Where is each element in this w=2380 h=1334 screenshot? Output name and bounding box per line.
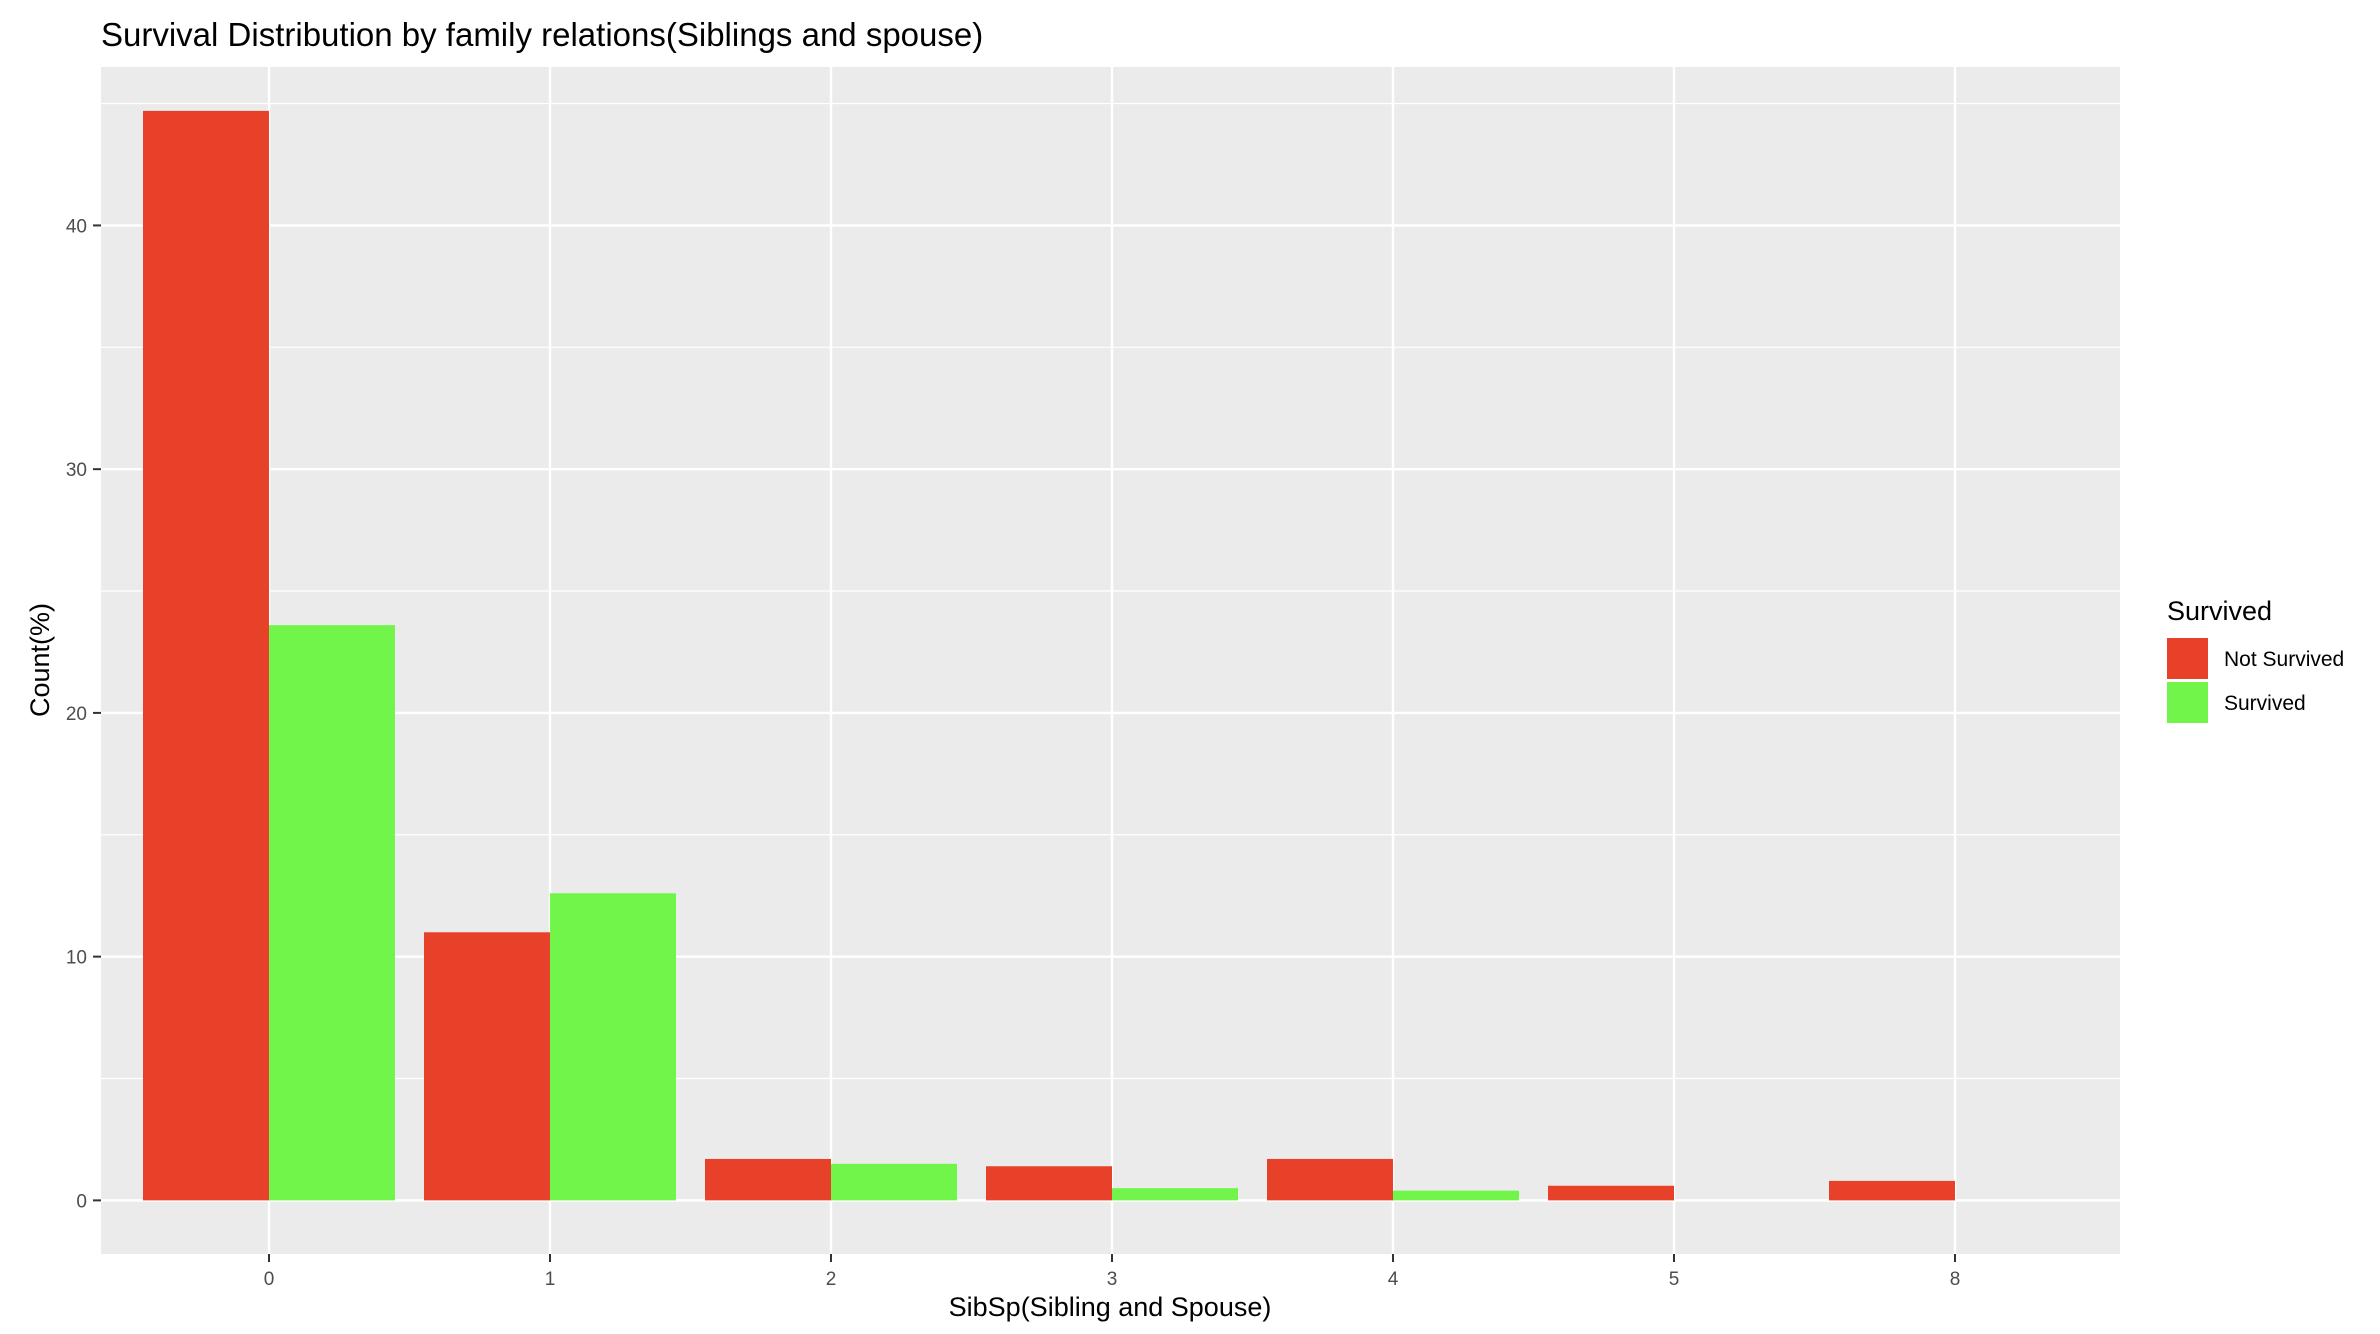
bar-not-survived bbox=[424, 932, 550, 1201]
chart-title: Survival Distribution by family relation… bbox=[101, 16, 983, 53]
x-tick-label: 3 bbox=[1107, 1269, 1118, 1290]
y-tick-label: 40 bbox=[66, 216, 87, 237]
bar-not-survived bbox=[1829, 1180, 1955, 1201]
x-tick-label: 5 bbox=[1669, 1269, 1680, 1290]
y-axis: 0 10 20 30 40 bbox=[66, 216, 101, 1212]
bar-survived bbox=[1393, 1190, 1519, 1201]
bar-not-survived bbox=[1548, 1185, 1674, 1201]
bar-survived bbox=[550, 893, 676, 1201]
bar-not-survived bbox=[705, 1158, 831, 1201]
x-axis: 0 1 2 3 4 5 8 bbox=[264, 1254, 1961, 1290]
bar-not-survived bbox=[986, 1166, 1112, 1201]
legend: Survived Not Survived Survived bbox=[2167, 596, 2344, 723]
legend-label: Survived bbox=[2224, 692, 2306, 715]
x-tick-label: 2 bbox=[826, 1269, 837, 1290]
bar-survived bbox=[831, 1163, 957, 1201]
minor-gridlines bbox=[101, 102, 2120, 1080]
bar-not-survived bbox=[1267, 1158, 1393, 1201]
legend-key bbox=[2167, 638, 2208, 679]
bar-not-survived bbox=[143, 110, 269, 1201]
y-tick-label: 10 bbox=[66, 948, 87, 969]
x-tick-label: 0 bbox=[264, 1269, 275, 1290]
plot-panel bbox=[101, 67, 2120, 1254]
y-tick-label: 0 bbox=[76, 1191, 87, 1212]
x-tick-label: 4 bbox=[1388, 1269, 1399, 1290]
legend-title: Survived bbox=[2167, 596, 2272, 626]
bars bbox=[143, 110, 1955, 1201]
legend-items: Not Survived Survived bbox=[2167, 638, 2344, 723]
y-tick-label: 20 bbox=[66, 704, 87, 725]
legend-key bbox=[2167, 682, 2208, 723]
x-tick-label: 1 bbox=[545, 1269, 556, 1290]
bar-survived bbox=[1112, 1188, 1238, 1201]
legend-label: Not Survived bbox=[2224, 648, 2344, 671]
y-tick-label: 30 bbox=[66, 460, 87, 481]
x-axis-title: SibSp(Sibling and Spouse) bbox=[949, 1292, 1272, 1322]
y-axis-title: Count(%) bbox=[25, 603, 55, 717]
bar-survived bbox=[269, 625, 395, 1201]
x-tick-label: 8 bbox=[1950, 1269, 1961, 1290]
